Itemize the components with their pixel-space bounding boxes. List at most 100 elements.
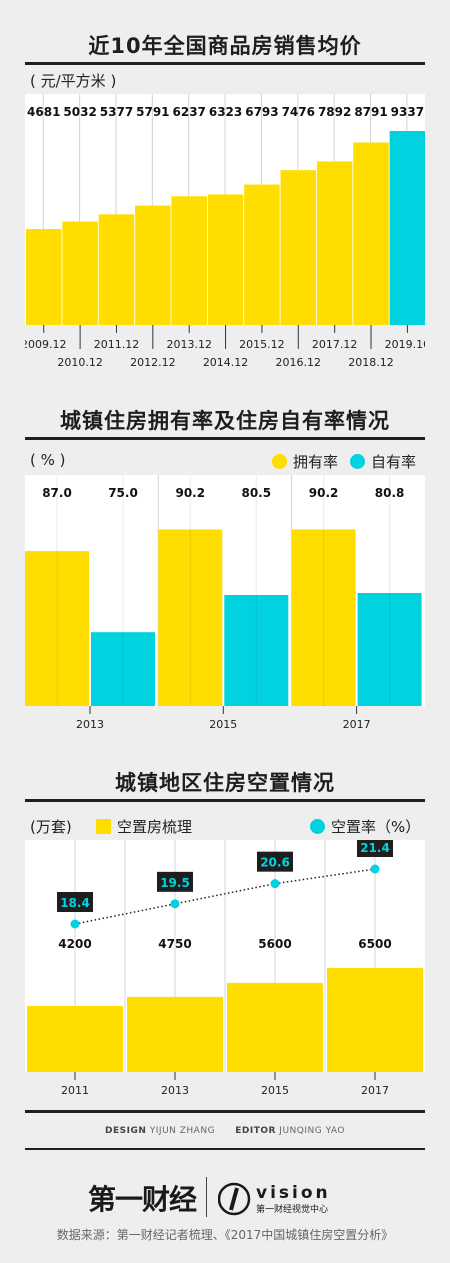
chart3-value-label: 6500 [358, 937, 391, 951]
chart1-value-label: 9337 [391, 105, 424, 119]
chart1-value-label: 8791 [354, 105, 387, 119]
chart2-unit: ( % ) [30, 451, 66, 469]
chart1-tick-label: 2010.12 [57, 356, 103, 369]
chart2-panel: 87.0 75.0 90.2 80.5 90.2 80.8 [25, 475, 425, 706]
chart1-tick-label: 2011.12 [94, 338, 140, 351]
chart1-tick-label: 2019.10 [385, 338, 425, 351]
chart2-value-label: 80.8 [375, 486, 405, 500]
credits: DESIGN YIJUN ZHANG EDITOR JUNQING YAO [0, 1126, 450, 1136]
chart3-rate-label-box [157, 871, 193, 892]
chart1-bar [280, 170, 317, 325]
chart3-value-label: 4200 [58, 937, 91, 951]
vision-logo-subtext: 第一财经视觉中心 [256, 1203, 328, 1215]
chart3-rate-line [74, 868, 376, 925]
chart3-bar [27, 1006, 123, 1072]
legend-dot-cyan [350, 454, 366, 469]
chart1-tick-label: 2016.12 [276, 356, 322, 369]
legend-label-vacancy-rate: 空置率（%） [331, 818, 421, 836]
chart2-bar [25, 551, 89, 706]
chart2-value-label: 87.0 [42, 486, 72, 500]
chart2-x-axis: 2013 2015 2017 [76, 706, 371, 731]
legend-square-yellow [96, 819, 111, 834]
legend-label-self: 自有率 [371, 453, 417, 471]
chart1-value-label: 6793 [245, 105, 278, 119]
chart3-tick-label: 2017 [361, 1084, 389, 1097]
chart1-tick-label: 2018.12 [348, 356, 394, 369]
chart1-value-label: 5032 [63, 105, 96, 119]
chart2-bar [357, 592, 422, 706]
chart3-rate-label-box [57, 892, 93, 912]
chart3-rate-label: 20.6 [260, 856, 290, 870]
editor-name: JUNQING YAO [279, 1126, 345, 1136]
chart1-value-label: 7476 [282, 105, 315, 119]
chart1-svg: 4681 5032 5377 5791 6237 6323 6793 7476 7892 8791… [26, 94, 426, 325]
brand-logo: 第一财经 [88, 1183, 197, 1216]
chart2-legend: 拥有率 自有率 [272, 451, 416, 472]
chart1-tick-label: 2015.12 [239, 338, 285, 351]
chart3-rate-point [370, 864, 380, 874]
chart1-value-label: 7892 [318, 105, 351, 119]
chart1-panel: 4681 5032 5377 5791 6237 6323 6793 7476 7892 8791… [25, 94, 426, 325]
data-source: 数据来源：第一财经记者梳理、《2017中国城镇住房空置分析》 [56, 1228, 394, 1242]
chart1-bar [135, 205, 171, 325]
vision-logo: vision 第一财经视觉中心 [218, 1182, 331, 1216]
chart1-value-label: 5791 [136, 105, 169, 119]
chart3-rate-label-box [257, 851, 293, 872]
design-label: DESIGN [105, 1126, 147, 1136]
chart2-tick-label: 2013 [76, 718, 104, 731]
chart1-value-label: 6323 [209, 105, 242, 119]
chart3-rate-point [270, 879, 280, 889]
chart3-rule [25, 799, 425, 802]
chart1-bar [98, 214, 135, 325]
chart3-value-label: 5600 [258, 937, 291, 951]
chart2-value-label: 75.0 [108, 486, 138, 500]
chart3-value-label: 4750 [158, 937, 191, 951]
chart3-bar [127, 996, 223, 1072]
chart2-value-label: 90.2 [175, 486, 205, 500]
logo-separator [206, 1177, 207, 1217]
chart2-tick-label: 2017 [343, 718, 371, 731]
legend-dot-cyan [310, 819, 325, 834]
legend-dot-yellow [272, 454, 287, 469]
chart1-value-label: 5377 [100, 105, 133, 119]
chart2-bar [291, 529, 356, 706]
chart1-tick-label: 2017.12 [312, 338, 358, 351]
footer-rule-2 [25, 1148, 425, 1150]
chart3-x-axis: 2011 2013 2015 2017 [61, 1072, 389, 1097]
vision-logo-mark [229, 1187, 239, 1211]
chart3-panel: 4200 4750 5600 6500 18.4 19.5 20.6 21.4 [25, 837, 425, 1072]
chart1-unit: ( 元/平方米 ) [30, 72, 117, 90]
chart2-bar [158, 529, 223, 706]
chart3-title: 城镇地区住房空置情况 [115, 771, 335, 795]
editor-label: EDITOR [235, 1126, 276, 1136]
chart1-rule [25, 62, 425, 65]
vision-logo-text: vision [256, 1183, 331, 1203]
chart1-value-label: 4681 [27, 105, 60, 119]
chart1-bar [316, 161, 353, 325]
chart1-bar [207, 194, 244, 325]
chart3-rate-label-box [357, 837, 393, 857]
chart1-bar [244, 184, 280, 325]
chart2-rule [25, 437, 425, 440]
chart1-bar [353, 142, 389, 325]
chart3-rate-point [70, 919, 80, 929]
design-name: YIJUN ZHANG [149, 1126, 216, 1136]
chart3-rate-label: 19.5 [160, 876, 190, 890]
vision-logo-ring [218, 1182, 251, 1216]
legend-label-vacant-count: 空置房梳理 [117, 818, 193, 836]
chart1-bar [389, 131, 426, 325]
chart1-title: 近10年全国商品房销售均价 [88, 34, 362, 58]
chart1-bar [26, 229, 62, 325]
chart1-tick-label: 2009.12 [25, 338, 67, 351]
legend-label-own: 拥有率 [293, 453, 339, 471]
chart3-rate-label: 21.4 [360, 841, 390, 855]
chart2-bar [91, 632, 155, 706]
chart2-tick-label: 2015 [209, 718, 237, 731]
chart1-tick-label: 2012.12 [130, 356, 176, 369]
footer-rule [25, 1110, 425, 1113]
chart3-unit: (万套) [30, 818, 72, 836]
chart3-rate-point [170, 899, 180, 909]
chart1-tick-label: 2014.12 [203, 356, 249, 369]
chart3-tick-label: 2015 [261, 1084, 289, 1097]
chart2-title: 城镇住房拥有率及住房自有率情况 [60, 409, 390, 433]
